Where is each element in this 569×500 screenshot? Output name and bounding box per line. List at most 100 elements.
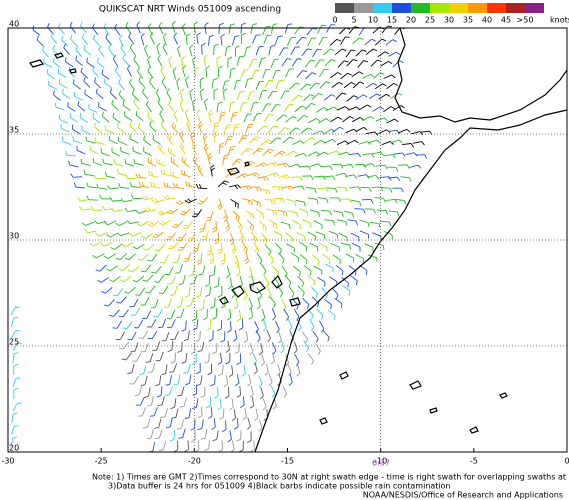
wind-barb: [251, 69, 260, 80]
wind-barb: [332, 126, 344, 133]
wind-barb: [286, 243, 295, 253]
wind-barb: [223, 124, 232, 135]
wind-barb: [168, 56, 173, 69]
wind-barb: [115, 221, 128, 226]
wind-barb: [161, 331, 170, 342]
legend-swatch: [449, 3, 468, 13]
wind-barb: [305, 187, 317, 193]
wind-barb: [291, 58, 302, 67]
wind-barb: [249, 396, 255, 409]
wind-barb: [95, 264, 107, 272]
wind-barb: [362, 163, 376, 168]
wind-barb: [73, 91, 83, 101]
wind-barb: [308, 118, 321, 124]
wind-barb: [86, 57, 95, 68]
wind-barb: [236, 386, 242, 398]
wind-barb: [274, 35, 283, 46]
west-sahara-rocks: [319, 371, 508, 434]
legend-swatch: [430, 3, 449, 13]
wind-barb: [68, 66, 76, 78]
wind-barb: [111, 147, 121, 157]
wind-barb: [290, 252, 299, 263]
wind-barb: [264, 79, 274, 89]
wind-barb: [323, 175, 336, 180]
wind-barb: [175, 264, 183, 274]
wind-barb: [197, 406, 203, 419]
wind-barb: [388, 51, 401, 57]
wind-barb: [243, 331, 249, 343]
wind-barb: [83, 45, 92, 56]
wind-barb: [317, 24, 327, 34]
wind-barb: [161, 77, 168, 90]
wind-barb: [217, 65, 223, 78]
wind-barb: [320, 209, 333, 216]
wind-barb: [348, 265, 357, 276]
wind-barb: [212, 430, 219, 442]
wind-barb: [332, 254, 341, 265]
wind-barb: [95, 232, 108, 237]
wind-barb: [117, 232, 130, 237]
wind-barb: [274, 320, 280, 334]
wind-barb: [232, 35, 240, 46]
wind-barb: [273, 150, 286, 157]
wind-barb: [179, 130, 185, 144]
wind-barb: [81, 125, 91, 135]
wind-barb: [145, 285, 156, 294]
wind-barb: [122, 54, 130, 66]
wind-barb: [240, 69, 249, 79]
wind-barb: [133, 55, 140, 68]
wind-barb: [355, 253, 364, 263]
wind-barb: [94, 219, 107, 225]
wind-barb: [239, 230, 245, 243]
wind-barb: [216, 56, 222, 68]
wind-barb: [235, 374, 240, 387]
wind-barb: [309, 209, 320, 217]
wind-barb: [270, 352, 275, 365]
wind-barb: [334, 298, 343, 309]
wind-barb: [200, 88, 205, 101]
wind-barb: [196, 286, 203, 298]
wind-barb: [92, 66, 100, 78]
legend-label: 40: [482, 16, 492, 25]
wind-barb: [196, 362, 201, 375]
wind-barb: [171, 122, 179, 134]
wind-barb: [393, 152, 406, 157]
wind-barb: [242, 198, 253, 206]
wind-barb: [314, 175, 326, 181]
wind-barb: [331, 287, 339, 299]
wind-barb: [342, 285, 351, 296]
legend-swatch: [487, 3, 506, 13]
wind-barb: [112, 320, 123, 329]
wind-barb: [187, 231, 196, 242]
wind-barb: [365, 48, 378, 56]
wind-barb: [170, 170, 180, 179]
wind-barb: [136, 21, 141, 34]
wind-barb: [155, 351, 164, 362]
wind-barb: [217, 286, 223, 298]
wind-barb: [138, 181, 150, 188]
lon-label: 0: [564, 457, 569, 466]
wind-barb: [301, 331, 309, 344]
wind-barb: [246, 219, 255, 231]
wind-barb: [105, 33, 112, 46]
wind-barb: [239, 185, 252, 191]
wind-barb: [102, 158, 113, 166]
wind-barb: [214, 276, 220, 289]
wind-barb: [204, 22, 209, 35]
wind-barb: [324, 219, 336, 225]
wind-barb: [198, 120, 203, 134]
wind-barb: [142, 418, 151, 429]
wind-barb: [52, 44, 60, 57]
wind-barb: [75, 55, 83, 67]
wind-barb: [266, 208, 278, 216]
wind-barb: [178, 274, 186, 286]
wind-barb: [155, 88, 161, 101]
legend-swatch: [525, 3, 544, 13]
wind-barb: [133, 158, 144, 166]
wind-barb: [119, 275, 132, 283]
wind-barb: [135, 209, 148, 214]
wind-barb: [109, 309, 120, 317]
wind-barb: [234, 45, 240, 57]
wind-barb: [346, 95, 358, 102]
wind-barb: [143, 146, 152, 157]
